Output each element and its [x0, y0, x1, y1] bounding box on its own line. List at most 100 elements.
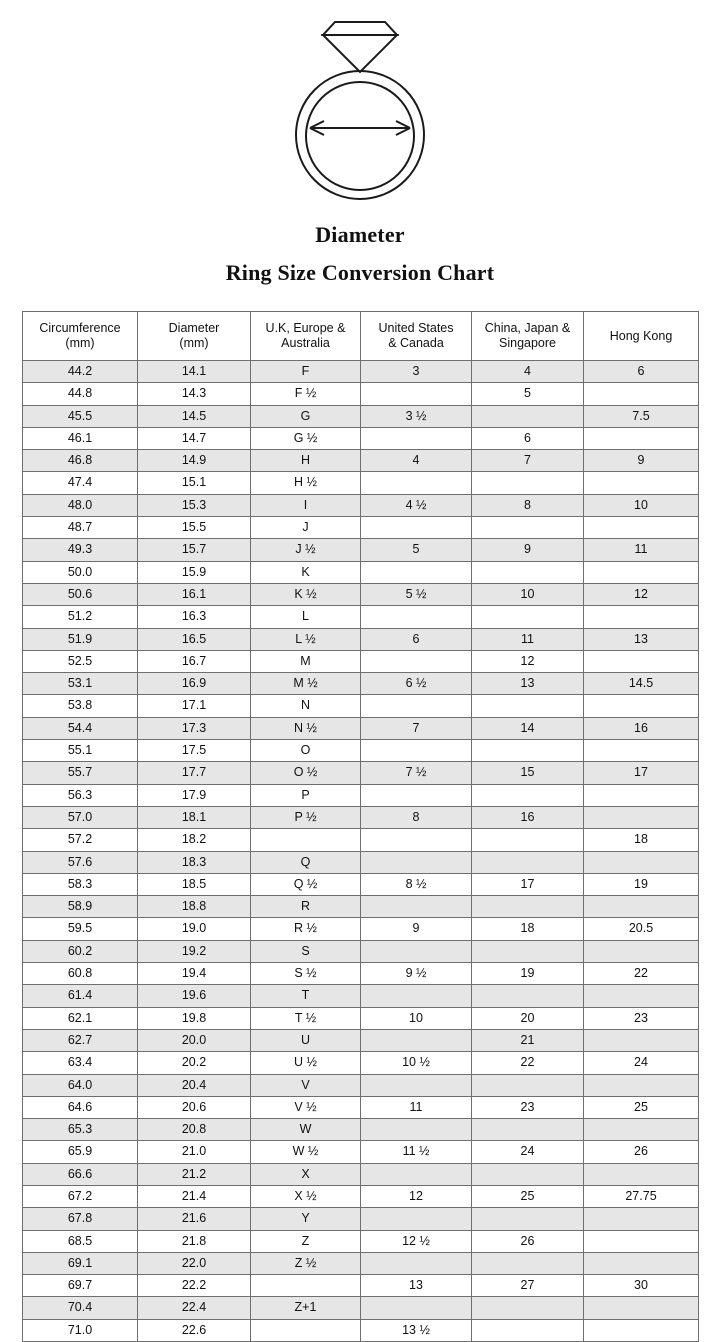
cell-r7-c4: 4 ½: [360, 493, 472, 518]
cell-r11-c2: 16.1: [137, 582, 251, 607]
cell-r41-c5: [471, 1251, 584, 1276]
table-row: 65.9 21.0 W ½ 11 ½ 24 26: [22, 1140, 699, 1164]
cell-r13-c1: 51.9: [22, 627, 138, 651]
cell-r40-c1: 68.5: [22, 1229, 138, 1253]
cell-r6-c2: 15.1: [137, 471, 251, 495]
cell-r28-c6: 22: [583, 962, 699, 986]
cell-r14-c1: 52.5: [22, 649, 138, 674]
cell-r38-c2: 21.4: [137, 1184, 251, 1209]
cell-r28-c5: 19: [471, 962, 584, 986]
cell-r2-c3: F ½: [250, 382, 361, 406]
cell-r36-c5: 24: [471, 1140, 584, 1164]
cell-r18-c1: 55.1: [22, 739, 138, 763]
cell-r28-c3: S ½: [250, 962, 361, 986]
cell-r32-c1: 63.4: [22, 1051, 138, 1075]
cell-r2-c4: [360, 382, 472, 406]
table-row: 67.8 21.6 Y: [22, 1207, 699, 1231]
column-header-line: (mm): [65, 336, 95, 350]
cell-r26-c3: R ½: [250, 917, 361, 941]
cell-r11-c6: 12: [583, 582, 699, 607]
cell-r31-c6: [583, 1028, 699, 1053]
cell-r2-c6: [583, 382, 699, 406]
ring-inner-circle: [305, 81, 415, 191]
cell-r4-c2: 14.7: [137, 426, 251, 451]
cell-r40-c6: [583, 1229, 699, 1253]
table-row: 69.1 22.0 Z ½: [22, 1251, 699, 1276]
diamond-crown-icon: [320, 21, 400, 36]
table-row: 67.2 21.4 X ½ 12 25 27.75: [22, 1184, 699, 1209]
table-row: 51.2 16.3 L: [22, 605, 699, 629]
table-body: 44.2 14.1 F 3 4 6 44.8 14.3 F ½ 5 45.5 14.5 G 3 ½ 7.5 4…: [22, 359, 699, 1342]
cell-r9-c1: 49.3: [22, 538, 138, 562]
cell-r35-c6: [583, 1118, 699, 1142]
cell-r13-c2: 16.5: [137, 627, 251, 651]
cell-r40-c4: 12 ½: [360, 1229, 472, 1253]
cell-r5-c2: 14.9: [137, 449, 251, 473]
cell-r17-c3: N ½: [250, 716, 361, 741]
cell-r12-c1: 51.2: [22, 605, 138, 629]
column-header-line: Singapore: [499, 336, 556, 350]
table-row: 62.7 20.0 U 21: [22, 1028, 699, 1053]
cell-r12-c5: [471, 605, 584, 629]
cell-r19-c2: 17.7: [137, 761, 251, 785]
cell-r3-c4: 3 ½: [360, 404, 472, 428]
cell-r37-c5: [471, 1162, 584, 1186]
cell-r23-c4: [360, 850, 472, 874]
cell-r35-c1: 65.3: [22, 1118, 138, 1142]
title-block: Diameter Ring Size Conversion Chart: [0, 222, 720, 286]
cell-r22-c4: [360, 828, 472, 852]
cell-r32-c6: 24: [583, 1051, 699, 1075]
cell-r26-c2: 19.0: [137, 917, 251, 941]
cell-r4-c6: [583, 426, 699, 451]
cell-r27-c5: [471, 939, 584, 964]
cell-r25-c2: 18.8: [137, 895, 251, 919]
cell-r31-c2: 20.0: [137, 1028, 251, 1053]
cell-r39-c4: [360, 1207, 472, 1231]
cell-r28-c1: 60.8: [22, 962, 138, 986]
cell-r43-c6: [583, 1296, 699, 1320]
column-header-line: Diameter: [168, 321, 220, 335]
table-row: 44.8 14.3 F ½ 5: [22, 382, 699, 406]
cell-r33-c5: [471, 1073, 584, 1097]
cell-r39-c2: 21.6: [137, 1207, 251, 1231]
ring-outer-circle: [295, 70, 425, 200]
cell-r18-c4: [360, 739, 472, 763]
cell-r14-c2: 16.7: [137, 649, 251, 674]
cell-r42-c2: 22.2: [137, 1274, 251, 1298]
cell-r34-c4: 11: [360, 1095, 472, 1120]
cell-r12-c6: [583, 605, 699, 629]
cell-r44-c2: 22.6: [137, 1318, 251, 1342]
table-header: Circumference (mm) Diameter (mm) U.K, Europe…: [22, 311, 699, 361]
table-row: 55.1 17.5 O: [22, 739, 699, 763]
table-row: 45.5 14.5 G 3 ½ 7.5: [22, 404, 699, 428]
cell-r17-c6: 16: [583, 716, 699, 741]
cell-r1-c1: 44.2: [22, 359, 138, 384]
cell-r39-c1: 67.8: [22, 1207, 138, 1231]
cell-r23-c3: Q: [250, 850, 361, 874]
cell-r23-c6: [583, 850, 699, 874]
cell-r4-c1: 46.1: [22, 426, 138, 451]
cell-r16-c6: [583, 694, 699, 718]
diameter-caption: Diameter: [315, 222, 405, 247]
cell-r22-c5: [471, 828, 584, 852]
cell-r10-c3: K: [250, 560, 361, 584]
cell-r7-c6: 10: [583, 493, 699, 518]
column-header-line: Circumference: [39, 321, 121, 335]
cell-r24-c5: 17: [471, 872, 584, 897]
cell-r12-c2: 16.3: [137, 605, 251, 629]
cell-r16-c1: 53.8: [22, 694, 138, 718]
column-header-1: Circumference (mm): [22, 311, 138, 361]
column-header-2: Diameter (mm): [137, 311, 251, 361]
cell-r2-c2: 14.3: [137, 382, 251, 406]
cell-r16-c2: 17.1: [137, 694, 251, 718]
cell-r11-c3: K ½: [250, 582, 361, 607]
cell-r38-c3: X ½: [250, 1184, 361, 1209]
cell-r28-c4: 9 ½: [360, 962, 472, 986]
cell-r25-c5: [471, 895, 584, 919]
table-row: 66.6 21.2 X: [22, 1162, 699, 1186]
column-header-4: United States & Canada: [360, 311, 472, 361]
cell-r36-c1: 65.9: [22, 1140, 138, 1164]
